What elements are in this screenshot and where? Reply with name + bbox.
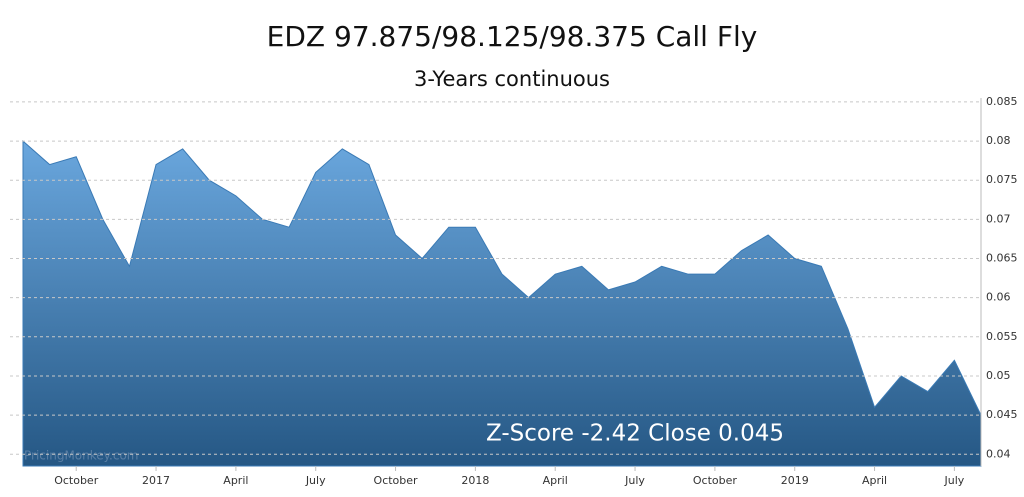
y-tick-label: 0.055 [986,330,1018,343]
x-tick-label: April [862,474,887,487]
x-tick-label: 2019 [781,474,809,487]
x-tick-label: July [943,474,964,487]
y-tick-label: 0.05 [986,369,1011,382]
x-tick-label: July [624,474,645,487]
y-tick-label: 0.045 [986,408,1018,421]
y-tick-label: 0.085 [986,95,1018,108]
y-tick-label: 0.07 [986,212,1011,225]
x-tick-label: 2018 [461,474,489,487]
x-tick-label: October [693,474,737,487]
chart-title: EDZ 97.875/98.125/98.375 Call Fly [267,20,758,53]
x-tick-label: October [54,474,98,487]
chart-subtitle: 3-Years continuous [414,67,610,91]
y-tick-label: 0.08 [986,134,1011,147]
annotation: Z-Score -2.42 Close 0.045 [486,421,784,447]
y-tick-label: 0.075 [986,173,1018,186]
x-tick-label: April [223,474,248,487]
plot [22,139,982,467]
y-tick-label: 0.04 [986,447,1011,460]
watermark: PricingMonkey.com [24,449,139,463]
x-tick-label: 2017 [142,474,170,487]
y-tick-label: 0.06 [986,291,1011,304]
x-tick-label: October [374,474,418,487]
x-tick-label: April [543,474,568,487]
area [22,139,982,467]
y-tick-label: 0.065 [986,252,1018,265]
x-tick-label: July [305,474,326,487]
